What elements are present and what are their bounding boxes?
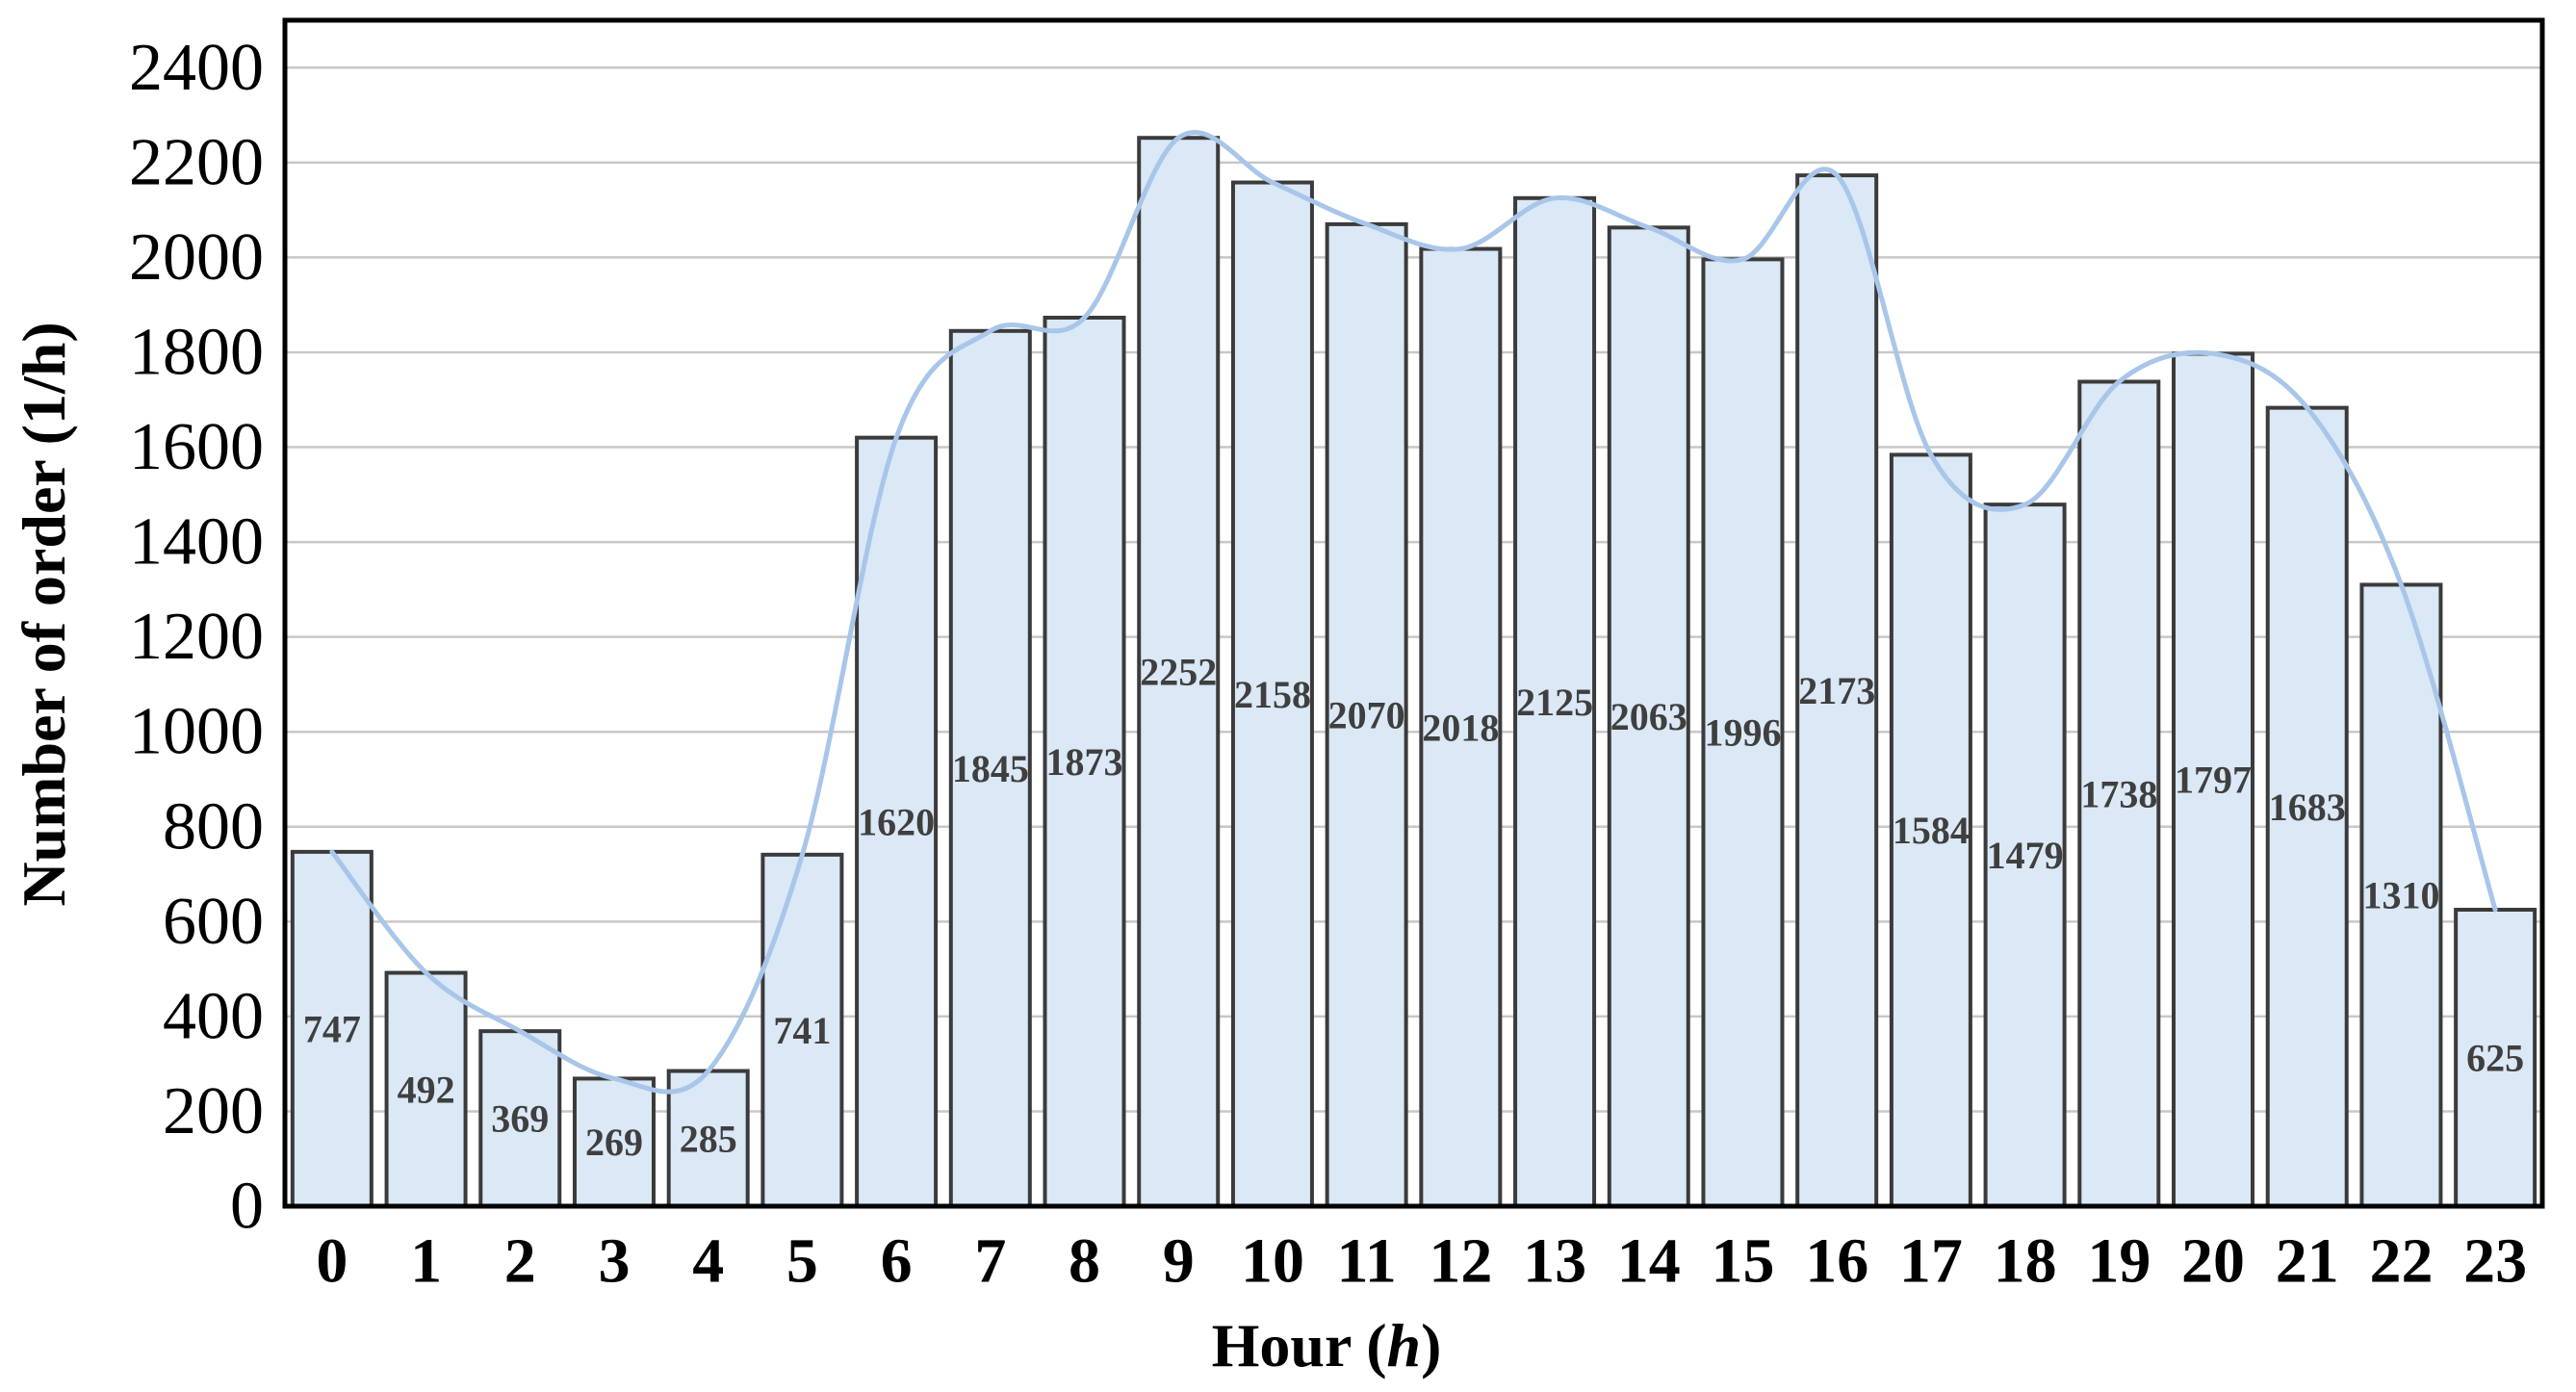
- bar-value-label: 1310: [2362, 874, 2439, 917]
- y-tick-label: 2000: [129, 220, 264, 295]
- x-tick-label: 19: [2087, 1226, 2151, 1297]
- bar-value-label: 1479: [1987, 834, 2064, 877]
- bar-value-label: 1584: [1893, 809, 1970, 852]
- order-bar: [2265, 405, 2349, 1208]
- x-tick-label: 21: [2276, 1226, 2339, 1297]
- x-tick-label: 3: [598, 1226, 630, 1297]
- bar-value-label: 1738: [2080, 772, 2157, 815]
- order-bar: [1701, 257, 1785, 1208]
- bar-value-label: 1873: [1046, 740, 1123, 784]
- x-tick-label: 20: [2181, 1226, 2245, 1297]
- x-tick-label: 23: [2463, 1226, 2527, 1297]
- x-tick-label: 17: [1899, 1226, 1963, 1297]
- x-tick-label: 9: [1163, 1226, 1195, 1297]
- x-axis-title-variable: h: [1386, 1311, 1422, 1379]
- x-tick-label: 18: [1994, 1226, 2057, 1297]
- x-tick-label: 13: [1523, 1226, 1586, 1297]
- x-tick-label: 16: [1805, 1226, 1868, 1297]
- y-tick-label: 1400: [129, 505, 264, 580]
- bar-value-label: 2125: [1516, 681, 1593, 724]
- y-tick-label: 0: [230, 1170, 264, 1244]
- bar-value-label: 1683: [2269, 786, 2346, 829]
- bar-value-label: 747: [303, 1007, 361, 1050]
- order-bar: [290, 849, 374, 1209]
- bar-value-label: 1797: [2175, 759, 2252, 802]
- x-tick-label: 0: [316, 1226, 348, 1297]
- y-tick-label: 1800: [129, 315, 264, 389]
- y-tick-label: 800: [163, 789, 264, 864]
- bars-group: [290, 136, 2537, 1209]
- x-axis-title-suffix: ): [1421, 1311, 1442, 1379]
- order-bar: [1983, 503, 2067, 1208]
- x-tick-label: 6: [881, 1226, 913, 1297]
- trend-curve: [329, 129, 2498, 1095]
- x-tick-label: 1: [410, 1226, 442, 1297]
- bar-value-label: 2063: [1610, 695, 1687, 738]
- x-tick-label: 14: [1617, 1226, 1681, 1297]
- plot-border: [282, 17, 2545, 1209]
- x-tick-label: 11: [1336, 1226, 1396, 1297]
- order-bar: [1889, 452, 1972, 1208]
- x-tick-label: 10: [1241, 1226, 1304, 1297]
- order-bar: [855, 435, 939, 1208]
- gridlines-group: [285, 66, 2542, 1113]
- bar-value-label: 2018: [1422, 706, 1499, 749]
- bar-value-label: 625: [2466, 1037, 2524, 1080]
- x-tick-label: 22: [2369, 1226, 2433, 1297]
- y-tick-label: 2400: [129, 31, 264, 105]
- order-bar: [1325, 221, 1408, 1209]
- bar-value-label: 741: [773, 1009, 831, 1052]
- bar-value-label: 1845: [952, 747, 1029, 790]
- x-tick-label: 4: [692, 1226, 724, 1297]
- x-tick-label: 2: [504, 1226, 536, 1297]
- order-bar: [1795, 173, 1879, 1208]
- bar-value-label: 2252: [1140, 651, 1217, 694]
- order-bar: [2454, 908, 2537, 1208]
- x-tick-label: 8: [1069, 1226, 1100, 1297]
- plot-border-group: [282, 17, 2545, 1209]
- x-axis-tick-labels-group: 0 1 2 3 4 5 6 7 8 9 10 11 12 13 14 15 16 17 18 19 20 21 22 23: [316, 1226, 2527, 1297]
- bar-value-label: 1996: [1704, 711, 1781, 755]
- x-tick-label: 12: [1429, 1226, 1492, 1297]
- order-bar: [2359, 582, 2443, 1208]
- x-tick-label: 7: [974, 1226, 1006, 1297]
- x-tick-label: 15: [1711, 1226, 1774, 1297]
- x-axis-title-prefix: Hour (: [1211, 1311, 1387, 1379]
- bar-value-label: 2173: [1798, 669, 1875, 712]
- y-tick-label: 600: [163, 885, 264, 959]
- bar-value-label: 285: [680, 1117, 737, 1160]
- y-tick-label: 1000: [129, 695, 264, 769]
- bar-value-label: 269: [585, 1121, 643, 1164]
- trend-line-group: [329, 129, 2498, 1095]
- bar-value-label: 369: [491, 1097, 549, 1141]
- y-axis-title: Number of order (1/h): [10, 322, 78, 907]
- y-tick-label: 2200: [129, 125, 264, 199]
- y-tick-label: 200: [163, 1074, 264, 1148]
- bar-value-label: 2158: [1234, 673, 1311, 716]
- bar-value-labels-group: 747 492 369 269 285 741 1620 1845 1873 2252 2158 20…: [303, 651, 2524, 1165]
- x-axis-title: Hour (h): [1212, 1310, 1442, 1381]
- bar-value-label: 492: [398, 1068, 455, 1111]
- y-tick-label: 400: [163, 979, 264, 1053]
- x-tick-label: 5: [786, 1226, 818, 1297]
- y-axis-tick-labels-group: 0 200 400 600 800 1000 1200 1400 1600 1800 2000 220…: [129, 31, 264, 1244]
- y-tick-label: 1200: [129, 600, 264, 674]
- order-bar: [1137, 136, 1221, 1209]
- y-tick-label: 1600: [129, 410, 264, 484]
- bar-value-label: 2070: [1328, 693, 1405, 736]
- bar-value-label: 1620: [858, 800, 935, 843]
